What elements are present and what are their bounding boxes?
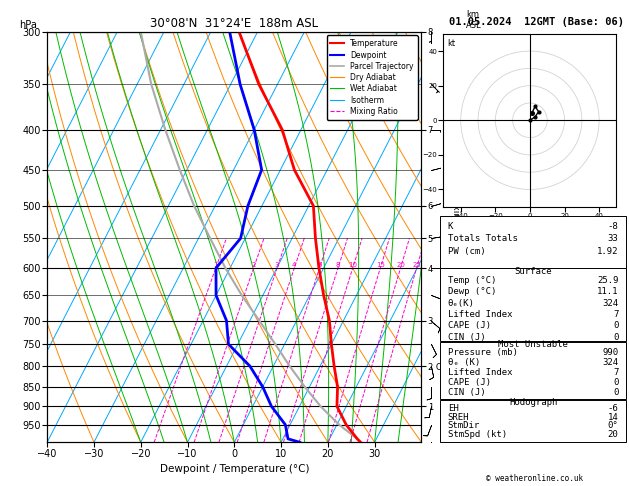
Text: StmDir: StmDir: [448, 421, 480, 431]
Text: Totals Totals: Totals Totals: [448, 234, 518, 243]
Text: CIN (J): CIN (J): [448, 388, 486, 398]
Text: StmSpd (kt): StmSpd (kt): [448, 430, 507, 439]
Text: 7: 7: [613, 310, 618, 319]
X-axis label: Dewpoint / Temperature (°C): Dewpoint / Temperature (°C): [160, 464, 309, 474]
Text: 324: 324: [603, 299, 618, 308]
Text: PW (cm): PW (cm): [448, 247, 486, 256]
Text: Pressure (mb): Pressure (mb): [448, 348, 518, 357]
Text: EH: EH: [448, 404, 459, 413]
Title: 30°08'N  31°24'E  188m ASL: 30°08'N 31°24'E 188m ASL: [150, 17, 318, 31]
Text: 10: 10: [348, 262, 357, 268]
Text: Hodograph: Hodograph: [509, 398, 557, 407]
Bar: [440, 268, 626, 341]
Bar: [440, 216, 626, 268]
Text: 11.1: 11.1: [597, 288, 618, 296]
Text: 15: 15: [376, 262, 385, 268]
Text: Dewp (°C): Dewp (°C): [448, 288, 496, 296]
Text: © weatheronline.co.uk: © weatheronline.co.uk: [486, 474, 583, 483]
Text: 4: 4: [292, 262, 296, 268]
Text: Most Unstable: Most Unstable: [498, 340, 568, 349]
Y-axis label: Mixing Ratio (g/kg): Mixing Ratio (g/kg): [451, 194, 460, 280]
Text: 0°: 0°: [608, 421, 618, 431]
Text: 25: 25: [412, 262, 421, 268]
Text: 0: 0: [613, 388, 618, 398]
Text: 7: 7: [613, 368, 618, 377]
Text: 8: 8: [336, 262, 340, 268]
Text: km
ASL: km ASL: [466, 10, 482, 30]
Text: 20: 20: [608, 430, 618, 439]
Text: 990: 990: [603, 348, 618, 357]
Text: 01.05.2024  12GMT (Base: 06): 01.05.2024 12GMT (Base: 06): [449, 17, 624, 27]
Text: 3: 3: [275, 262, 279, 268]
Text: 33: 33: [608, 234, 618, 243]
Text: 0: 0: [613, 321, 618, 330]
Text: 324: 324: [603, 358, 618, 367]
Text: θₑ (K): θₑ (K): [448, 358, 480, 367]
Legend: Temperature, Dewpoint, Parcel Trajectory, Dry Adiabat, Wet Adiabat, Isotherm, Mi: Temperature, Dewpoint, Parcel Trajectory…: [326, 35, 418, 120]
Text: K: K: [448, 222, 453, 231]
Text: -6: -6: [608, 404, 618, 413]
Text: 2: 2: [252, 262, 256, 268]
Text: SREH: SREH: [448, 413, 469, 422]
Text: hPa: hPa: [19, 19, 37, 30]
Text: 0: 0: [613, 378, 618, 387]
Text: CAPE (J): CAPE (J): [448, 321, 491, 330]
Text: CIN (J): CIN (J): [448, 333, 486, 342]
Text: Lifted Index: Lifted Index: [448, 368, 512, 377]
Text: kt: kt: [447, 39, 455, 48]
Text: -8: -8: [608, 222, 618, 231]
Bar: [440, 342, 626, 399]
Text: 1: 1: [213, 262, 218, 268]
Text: 0: 0: [613, 333, 618, 342]
Text: 14: 14: [608, 413, 618, 422]
Text: Surface: Surface: [515, 267, 552, 276]
Bar: [440, 400, 626, 442]
Text: 6: 6: [317, 262, 322, 268]
Text: 20: 20: [396, 262, 405, 268]
Text: Lifted Index: Lifted Index: [448, 310, 512, 319]
Text: θₑ(K): θₑ(K): [448, 299, 475, 308]
Text: 1.92: 1.92: [597, 247, 618, 256]
Text: 25.9: 25.9: [597, 276, 618, 285]
Text: Temp (°C): Temp (°C): [448, 276, 496, 285]
Text: CAPE (J): CAPE (J): [448, 378, 491, 387]
